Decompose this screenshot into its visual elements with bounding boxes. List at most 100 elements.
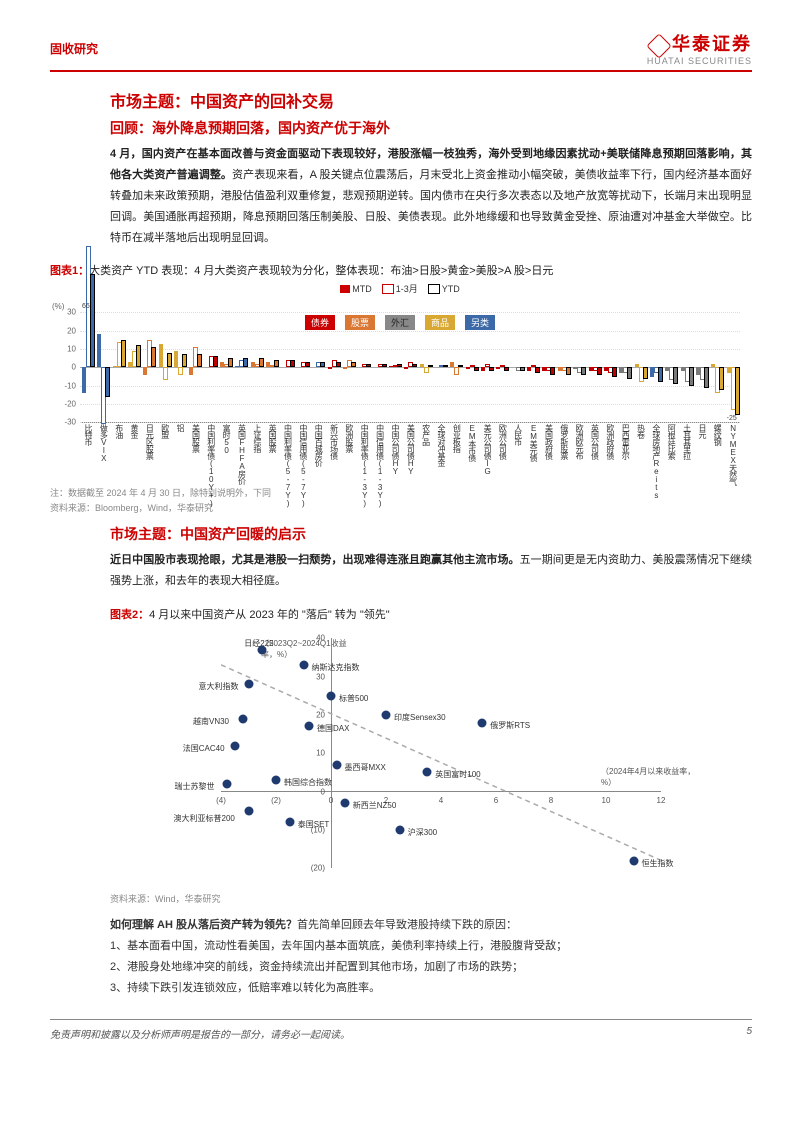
chart2-xtick: (2) xyxy=(271,796,281,805)
logo-icon xyxy=(650,37,668,55)
fig2-source: 资料来源：Wind，华泰研究 xyxy=(110,892,752,905)
chart1-xlabel: 农产品 xyxy=(421,424,432,445)
chart1-xlabel: EM美元债 xyxy=(528,424,539,461)
header: 固收研究 华泰证券 HUATAI SECURITIES xyxy=(50,30,752,72)
reason-1: 1、基本面看中国，流动性看美国，去年国内基本面筑底，美债利率持续上行，港股腹背受… xyxy=(110,936,752,957)
scatter-pt-17 xyxy=(629,856,638,865)
page-number: 5 xyxy=(746,1026,752,1041)
fig1-title: 图表1：大类资产 YTD 表现：4 月大类资产表现较为分化，整体表现：布油>日股… xyxy=(50,262,752,278)
scatter-pt-1 xyxy=(299,661,308,670)
chart1-xlabel: 上证综指 xyxy=(252,424,263,452)
scatter-pt-3 xyxy=(327,691,336,700)
chart-1-bar: (%) MTD1-3月YTD债券股票外汇商品另类 -30-20-10010203… xyxy=(50,282,750,482)
scatter-pt-15 xyxy=(340,799,349,808)
chart1-xlabel: 中国信用债(5-7Y) xyxy=(298,424,309,507)
doc-category: 固收研究 xyxy=(50,40,98,57)
reasons-block: 如何理解 AH 股从落后资产转为领先？首先简单回顾去年导致港股持续下跌的原因： … xyxy=(110,915,752,999)
scatter-pt-8 xyxy=(230,741,239,750)
title-sub-1: 回顾：海外降息预期回落，国内资产优于海外 xyxy=(110,118,752,138)
logo-en: HUATAI SECURITIES xyxy=(647,56,752,66)
scatter-lbl-4: 越南VN30 xyxy=(193,716,229,727)
chart1-yaxis: -30-20-100102030 xyxy=(50,312,78,422)
chart2-ylabel: （2023Q2~2024Q1收益率，%） xyxy=(261,638,361,660)
chart1-ytick: -20 xyxy=(64,400,76,409)
scatter-lbl-3: 标普500 xyxy=(339,693,368,704)
reasons-list: 1、基本面看中国，流动性看美国，去年国内基本面筑底，美债利率持续上行，港股腹背受… xyxy=(110,936,752,999)
chart1-xlabel: 中国百城房价 xyxy=(313,424,324,466)
chart1-xlabel: 欧洲公司债 xyxy=(497,424,508,459)
chart1-xlabel: 俄罗斯股票 xyxy=(559,424,570,459)
scatter-pt-14 xyxy=(285,818,294,827)
chart1-xlabel: 欧盟 xyxy=(160,424,171,438)
chart1-xlabel: 阿根廷比索 xyxy=(666,424,677,459)
chart2-xtick: (4) xyxy=(216,796,226,805)
chart1-xlabel: 土耳其里拉 xyxy=(682,424,693,459)
title-main: 市场主题：中国资产的回补交易 xyxy=(110,88,752,112)
chart1-ytick: 30 xyxy=(67,308,76,317)
chart1-xlabel: 中国公司债HY xyxy=(390,424,401,475)
fig1-prefix: 图表1： xyxy=(50,265,89,277)
scatter-pt-4 xyxy=(239,714,248,723)
chart1-xlabel: 日元区股票 xyxy=(144,424,155,459)
chart1-xlabel: 欧洲欧元布 xyxy=(574,424,585,459)
chart1-xlabel: 中国利率债(5-7Y) xyxy=(283,424,294,507)
scatter-pt-12 xyxy=(272,776,281,785)
chart1-xlabel: 热卷 xyxy=(636,424,647,438)
chart2-ytick: 20 xyxy=(316,710,325,719)
chart2-ytick: 10 xyxy=(316,749,325,758)
chart2-xtick: 12 xyxy=(657,796,666,805)
scatter-pt-6 xyxy=(382,710,391,719)
paragraph-2: 近日中国股市表现抢眼，尤其是港股一扫颓势，出现难得连涨且跑赢其他主流市场。五一期… xyxy=(110,550,752,592)
chart1-xlabel: 中国信用债(1-3Y) xyxy=(375,424,386,507)
page: 固收研究 华泰证券 HUATAI SECURITIES 市场主题：中国资产的回补… xyxy=(0,0,802,1061)
logo-cn: 华泰证券 xyxy=(672,34,752,54)
scatter-pt-9 xyxy=(332,760,341,769)
scatter-lbl-12: 韩国综合指数 xyxy=(284,777,332,788)
chart2-xtick: 0 xyxy=(329,796,333,805)
reason-2: 2、港股身处地缘冲突的前线，资金持续流出并配置到其他市场，加剧了市场的跌势； xyxy=(110,957,752,978)
chart1-xlabel: 英国公司债 xyxy=(590,424,601,459)
scatter-lbl-0: 日经225 xyxy=(244,638,273,649)
scatter-lbl-10: 英国富时100 xyxy=(435,769,480,780)
scatter-lbl-17: 恒生指数 xyxy=(642,858,674,869)
chart1-xlabel: 美国政府债 xyxy=(543,424,554,459)
chart1-xlabel: 美元公司债IG xyxy=(482,424,493,475)
chart1-xlabel: 做多VIX xyxy=(98,424,109,462)
scatter-lbl-5: 德国DAX xyxy=(317,723,349,734)
scatter-lbl-14: 泰国SET xyxy=(298,819,330,830)
chart1-xlabel: 比特币 xyxy=(83,424,94,445)
chart1-xlabel: 中国利率债(10Y+) xyxy=(206,424,217,507)
scatter-lbl-8: 法国CAC40 xyxy=(183,743,225,754)
fig2-prefix: 图表2： xyxy=(110,609,149,621)
chart1-xlabel: 日元 xyxy=(697,424,708,438)
chart1-xlabel: 欧洲政府债 xyxy=(605,424,616,459)
chart1-ytick: -30 xyxy=(64,418,76,427)
title-sub-2: 市场主题：中国资产回暖的启示 xyxy=(110,524,752,544)
chart1-xlabel: 布油 xyxy=(114,424,125,438)
scatter-pt-7 xyxy=(478,718,487,727)
footer: 免责声明和披露以及分析师声明是报告的一部分，请务必一起阅读。 5 xyxy=(50,1019,752,1041)
scatter-lbl-16: 沪深300 xyxy=(408,827,437,838)
chart1-xlabel: 英国股票 xyxy=(267,424,278,452)
chart1-ytick: 0 xyxy=(72,363,76,372)
chart2-ytick: 40 xyxy=(316,634,325,643)
chart2-xtick: 8 xyxy=(549,796,553,805)
chart2-ytick: 30 xyxy=(316,672,325,681)
chart2-xtick: 10 xyxy=(602,796,611,805)
scatter-pt-16 xyxy=(395,825,404,834)
chart2-ytick: 0 xyxy=(321,787,325,796)
chart1-xlabel: 富时50 xyxy=(221,424,232,454)
scatter-pt-11 xyxy=(222,779,231,788)
legend-ytd: YTD xyxy=(428,284,460,294)
scatter-lbl-6: 印度Sensex30 xyxy=(394,712,446,723)
scatter-lbl-11: 瑞士苏黎世 xyxy=(175,781,215,792)
para2-bold: 近日中国股市表现抢眼，尤其是港股一扫颓势，出现难得连涨且跑赢其他主流市场。 xyxy=(110,554,520,566)
chart1-xlabel: 黄金 xyxy=(129,424,140,438)
fig2-title-text: 4 月以来中国资产从 2023 年的 "落后" 转为 "领先" xyxy=(149,609,390,621)
fig1-note: 注：数据截至 2024 年 4 月 30 日，除特别说明外，下同 xyxy=(50,486,752,499)
chart1-xlabel: 美国股票 xyxy=(190,424,201,452)
chart-2-scatter: （2023Q2~2024Q1收益率，%） （2024年4月以来收益率，%） (4… xyxy=(171,628,691,888)
paragraph-1: 4 月，国内资产在基本面改善与资金面驱动下表现较好，港股涨幅一枝独秀，海外受到地… xyxy=(110,144,752,248)
scatter-lbl-7: 俄罗斯RTS xyxy=(490,720,530,731)
chart1-xlabel: 英国FHFA房价 xyxy=(236,424,247,484)
